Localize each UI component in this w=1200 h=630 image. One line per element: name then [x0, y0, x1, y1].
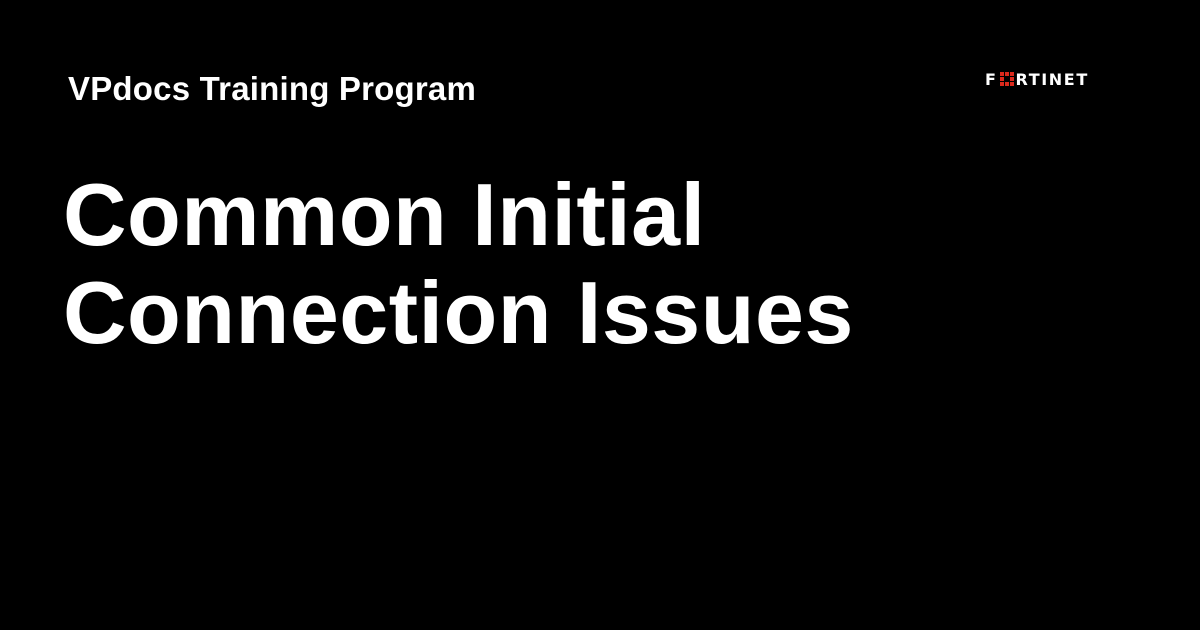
page-title-line-2: Connection Issues: [63, 263, 854, 362]
logo-text-start: F: [985, 70, 998, 89]
fortinet-grid-icon: [999, 72, 1014, 86]
logo-text-end: RTINET: [1015, 70, 1089, 89]
fortinet-logo: F RTINET: [985, 71, 1089, 89]
logo-wordmark: F RTINET: [985, 71, 1089, 89]
page-title-line-1: Common Initial: [63, 165, 706, 264]
page-title: Common Initial Connection Issues: [63, 166, 854, 362]
program-title: VPdocs Training Program: [68, 70, 477, 107]
